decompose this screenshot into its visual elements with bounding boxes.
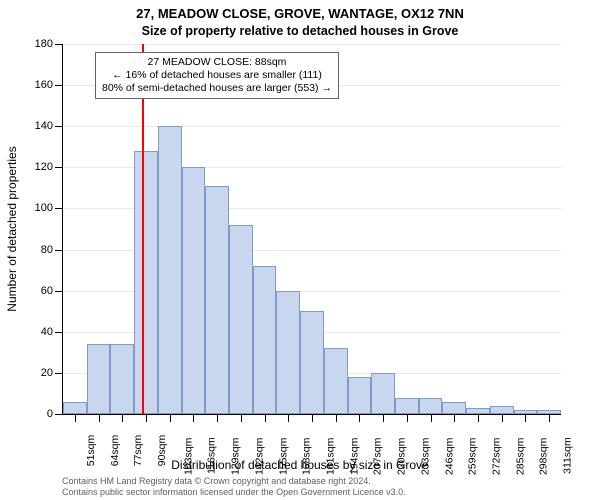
y-tick xyxy=(55,126,63,127)
y-tick-label: 180 xyxy=(35,38,53,50)
histogram-bar xyxy=(371,373,395,414)
chart-title: 27, MEADOW CLOSE, GROVE, WANTAGE, OX12 7… xyxy=(0,6,600,21)
histogram-bar xyxy=(253,266,277,414)
x-tick xyxy=(407,414,408,422)
x-tick xyxy=(288,414,289,422)
y-tick xyxy=(55,167,63,168)
histogram-bar xyxy=(87,344,111,414)
histogram-bar xyxy=(158,126,182,414)
y-tick xyxy=(55,44,63,45)
annotation-line: 27 MEADOW CLOSE: 88sqm xyxy=(102,56,332,69)
histogram-bar xyxy=(490,406,514,414)
y-tick-label: 40 xyxy=(41,326,53,338)
histogram-bar xyxy=(229,225,253,414)
reference-line xyxy=(142,44,144,414)
x-tick xyxy=(359,414,360,422)
histogram-bar xyxy=(395,398,419,414)
x-tick xyxy=(99,414,100,422)
y-tick xyxy=(55,250,63,251)
gridline xyxy=(63,44,561,45)
annotation-box: 27 MEADOW CLOSE: 88sqm← 16% of detached … xyxy=(95,52,339,99)
y-tick-label: 80 xyxy=(41,244,53,256)
y-tick-label: 0 xyxy=(47,408,53,420)
histogram-bar xyxy=(205,186,229,414)
histogram-bar xyxy=(110,344,134,414)
footer-line: Contains public sector information licen… xyxy=(62,487,406,498)
y-tick-label: 140 xyxy=(35,120,53,132)
gridline xyxy=(63,126,561,127)
y-tick xyxy=(55,208,63,209)
y-tick-label: 100 xyxy=(35,202,53,214)
chart-subtitle: Size of property relative to detached ho… xyxy=(0,24,600,38)
footer-line: Contains HM Land Registry data © Crown c… xyxy=(62,476,406,487)
histogram-bar xyxy=(134,151,158,414)
histogram-bar xyxy=(324,348,348,414)
y-tick-label: 60 xyxy=(41,285,53,297)
x-tick xyxy=(217,414,218,422)
plot-area: 02040608010012014016018051sqm64sqm77sqm9… xyxy=(62,44,561,415)
y-tick xyxy=(55,414,63,415)
x-tick xyxy=(549,414,550,422)
x-tick xyxy=(502,414,503,422)
annotation-line: 80% of semi-detached houses are larger (… xyxy=(102,82,332,95)
x-tick xyxy=(170,414,171,422)
x-tick xyxy=(193,414,194,422)
x-tick xyxy=(75,414,76,422)
y-tick xyxy=(55,85,63,86)
y-tick-label: 120 xyxy=(35,161,53,173)
histogram-bar xyxy=(419,398,443,414)
x-tick xyxy=(525,414,526,422)
histogram-bar xyxy=(442,402,466,414)
x-axis-label: Distribution of detached houses by size … xyxy=(0,458,600,472)
annotation-line: ← 16% of detached houses are smaller (11… xyxy=(102,69,332,82)
y-tick xyxy=(55,291,63,292)
y-tick xyxy=(55,332,63,333)
y-tick-label: 20 xyxy=(41,367,53,379)
histogram-bar xyxy=(276,291,300,414)
x-tick xyxy=(312,414,313,422)
x-tick xyxy=(146,414,147,422)
x-tick xyxy=(383,414,384,422)
histogram-bar xyxy=(348,377,372,414)
histogram-bar xyxy=(63,402,87,414)
x-tick xyxy=(265,414,266,422)
x-tick xyxy=(241,414,242,422)
y-tick-label: 160 xyxy=(35,79,53,91)
x-tick xyxy=(454,414,455,422)
x-tick xyxy=(336,414,337,422)
y-axis-label: Number of detached properties xyxy=(5,146,19,311)
y-tick xyxy=(55,373,63,374)
x-tick xyxy=(431,414,432,422)
footer-attribution: Contains HM Land Registry data © Crown c… xyxy=(62,476,406,498)
histogram-bar xyxy=(300,311,324,414)
histogram-bar xyxy=(182,167,206,414)
x-tick xyxy=(122,414,123,422)
x-tick xyxy=(478,414,479,422)
